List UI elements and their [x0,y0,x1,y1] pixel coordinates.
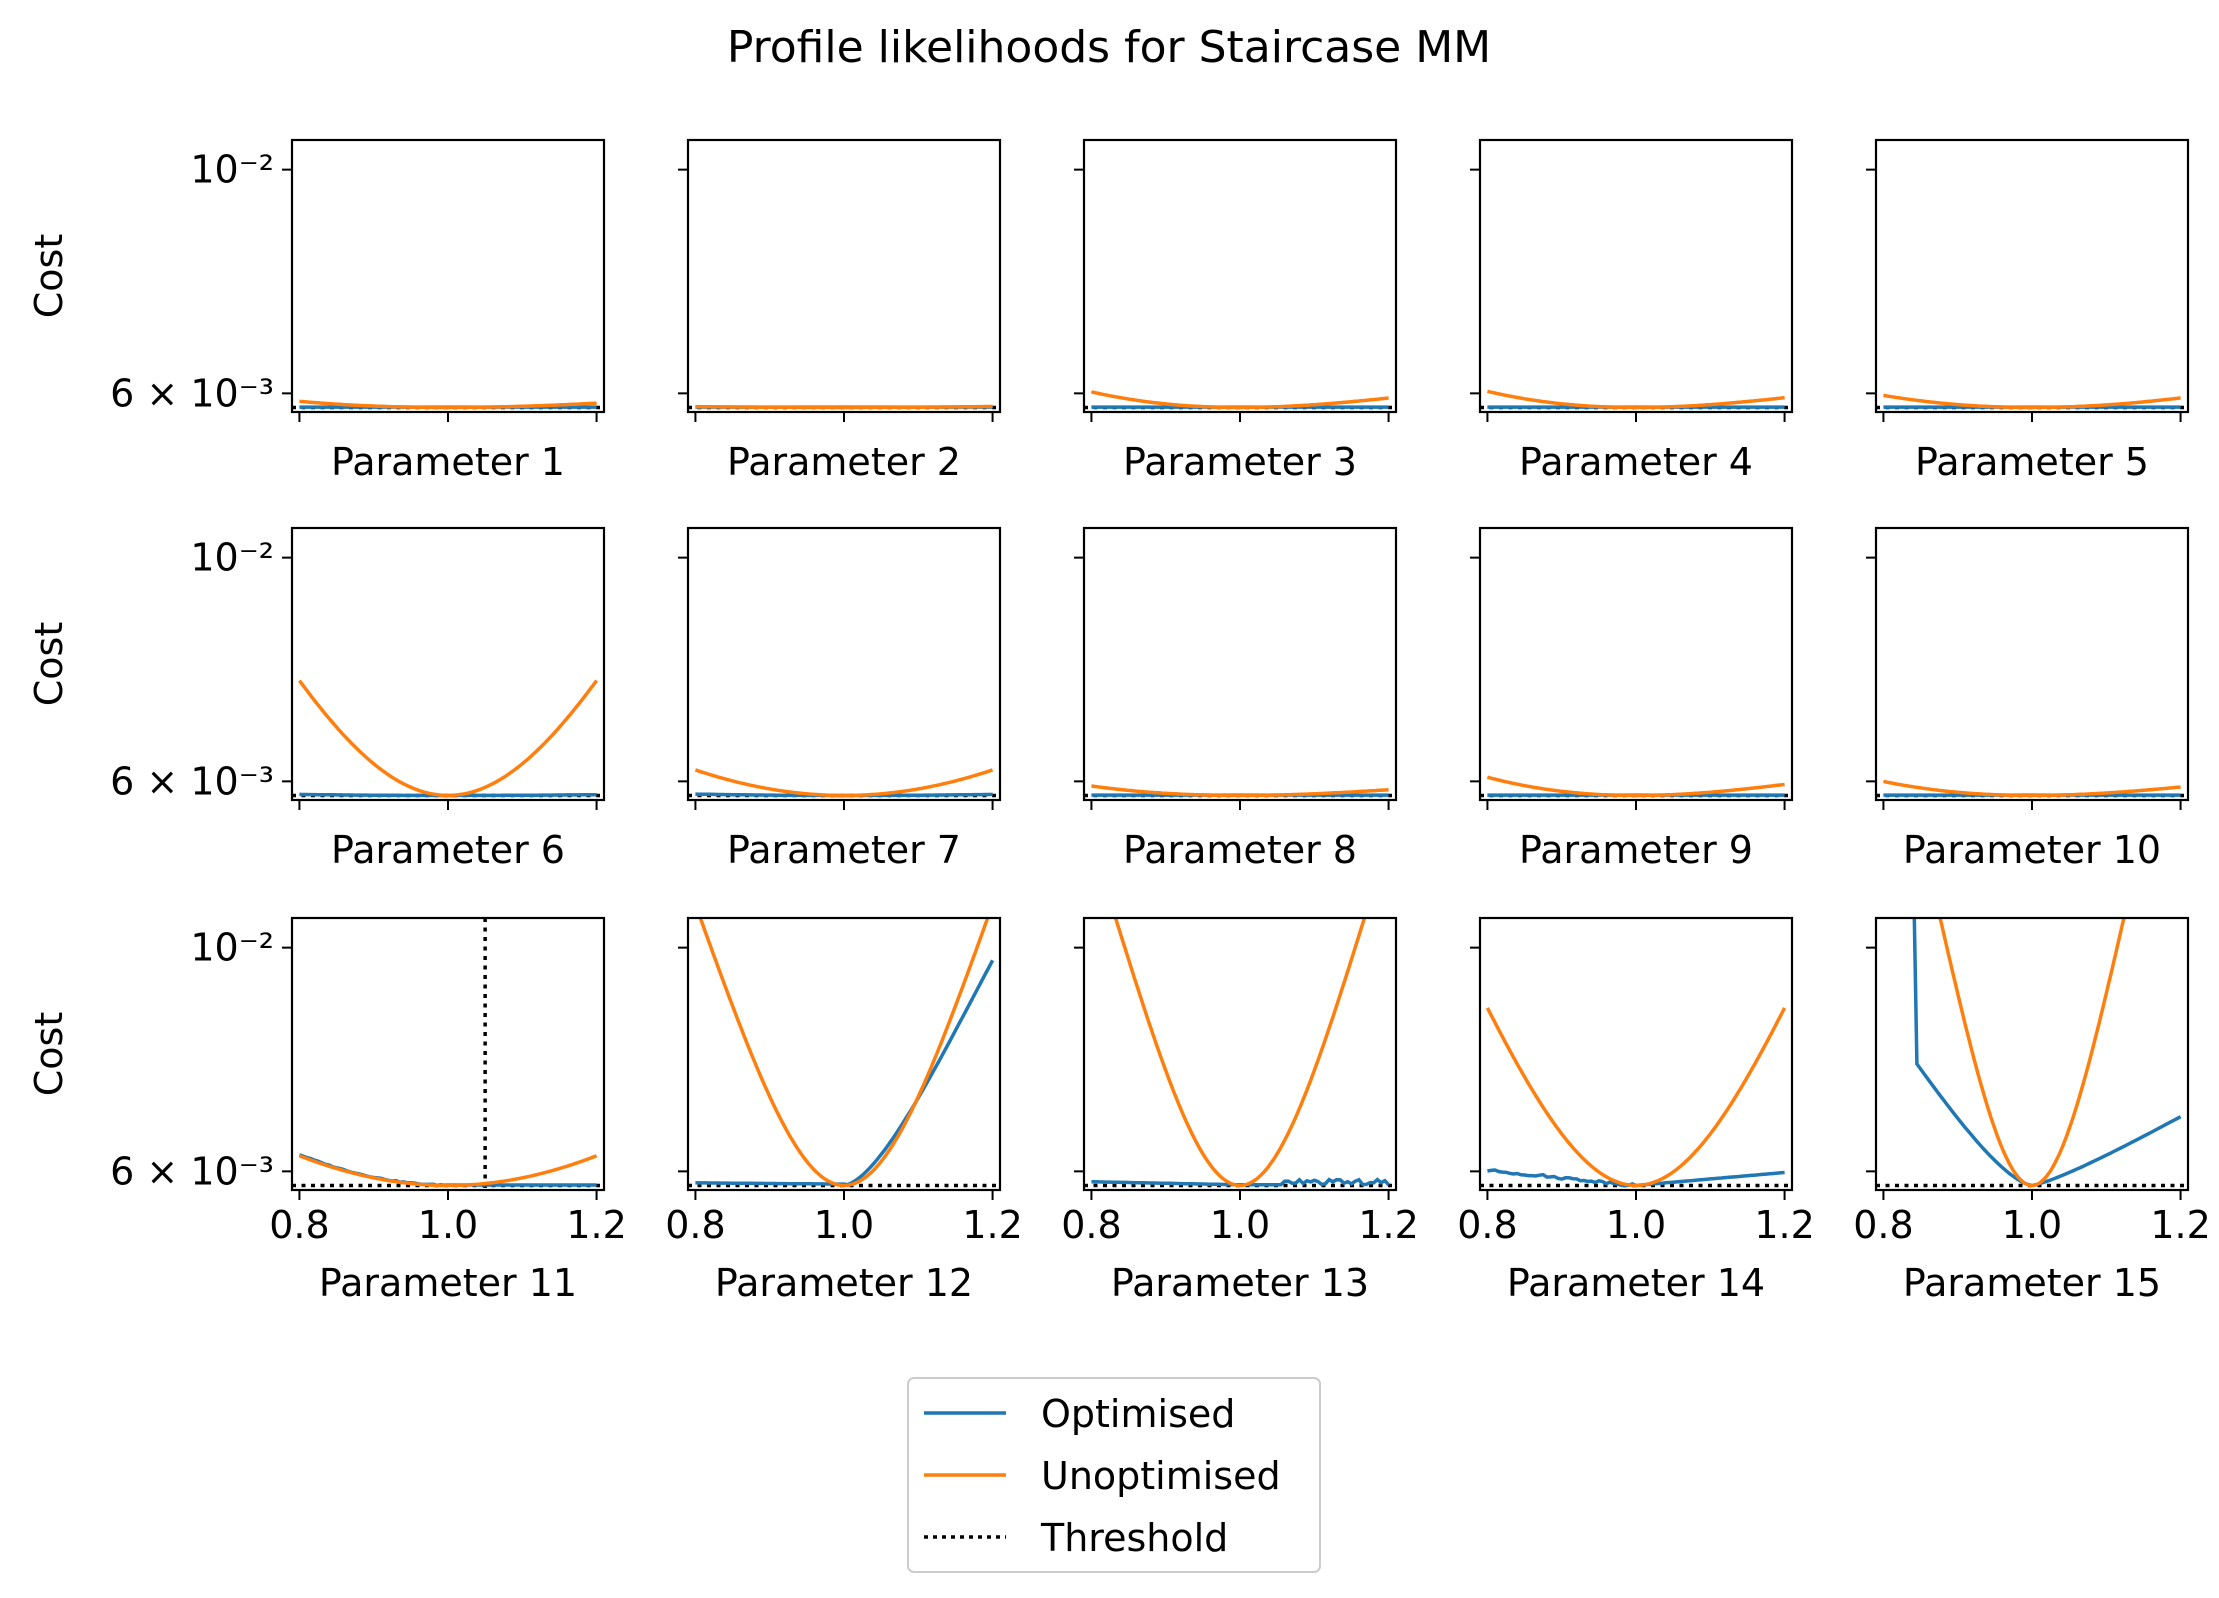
subplot-6-plot-area [292,679,604,798]
x-tick-label-11-0: 0.8 [269,1203,329,1247]
x-tick-label-14-1: 1.0 [1606,1203,1666,1247]
x-tick-label-11-1: 1.0 [418,1203,478,1247]
unoptimised-line-14 [1485,1007,1787,1188]
subplot-11-plot-area [292,918,604,1190]
x-tick-label-15-0: 0.8 [1853,1203,1913,1247]
subplot-9-plot-area [1480,775,1792,798]
y-tick-label-6-1: 10⁻² [190,536,274,580]
x-axis-label-12: Parameter 12 [715,1261,973,1305]
x-tick-label-13-2: 1.2 [1358,1203,1418,1247]
subplot-9: Parameter 9 [1470,526,1794,872]
unoptimised-line-4 [1486,389,1785,410]
subplot-3: Parameter 3 [1074,138,1398,484]
subplot-14-plot-area [1480,1007,1792,1188]
x-tick-label-13-1: 1.0 [1210,1203,1270,1247]
unoptimised-line-8 [1091,784,1389,798]
subplot-10: Parameter 10 [1866,526,2190,872]
subplot-15: 0.8 1.0 1.2 Parameter 15 [1853,916,2211,1305]
x-tick-label-14-2: 1.2 [1754,1203,1814,1247]
subplot-5: Parameter 5 [1866,138,2190,484]
y-axis-label-row-3: Cost [27,1012,71,1096]
unoptimised-line-7 [694,768,994,798]
unoptimised-line-15 [1938,918,2126,1188]
x-tick-label-15-1: 1.0 [2002,1203,2062,1247]
subplot-6: 6 × 10⁻³ 10⁻² Parameter 6 Cost [27,526,606,872]
x-axis-label-2: Parameter 2 [727,440,961,484]
subplot-14: 0.8 1.0 1.2 Parameter 14 [1457,916,1815,1305]
subplot-8-plot-area [1084,784,1396,798]
legend-threshold-label: Threshold [1040,1516,1228,1560]
x-axis-label-1: Parameter 1 [331,440,565,484]
unoptimised-line-5 [1883,393,2181,410]
x-tick-label-15-2: 1.2 [2150,1203,2210,1247]
x-tick-label-11-2: 1.2 [566,1203,626,1247]
y-tick-label-11-0: 6 × 10⁻³ [110,1149,274,1193]
subplot-11: 0.8 1.0 1.2 6 × 10⁻³ 10⁻² Parameter 11 Cost [27,916,627,1305]
subplot-1-plot-area [292,399,604,410]
x-axis-label-3: Parameter 3 [1123,440,1357,484]
subplot-13-plot-area [1084,918,1396,1188]
x-axis-label-9: Parameter 9 [1519,828,1753,872]
unoptimised-line-6 [297,679,599,798]
unoptimised-line-11 [298,1154,598,1188]
x-axis-label-15: Parameter 15 [1903,1261,2161,1305]
x-axis-label-7: Parameter 7 [727,828,961,872]
x-tick-label-12-0: 0.8 [665,1203,725,1247]
y-axis-label-row-1: Cost [27,234,71,318]
unoptimised-line-1 [299,399,597,410]
subplot-2-plot-area [688,404,1000,410]
unoptimised-line-12 [698,918,990,1188]
subplot-2: Parameter 2 [678,138,1002,484]
legend-frame [907,1377,1321,1573]
unoptimised-line-13 [1113,918,1367,1188]
unoptimised-line-3 [1091,390,1389,410]
subplot-12: 0.8 1.0 1.2 Parameter 12 [665,916,1023,1305]
legend-unoptimised-label: Unoptimised [1041,1454,1281,1498]
figure-title: Profile likelihoods for Staircase MM [727,22,1491,73]
y-tick-label-1-1: 10⁻² [190,148,274,192]
x-axis-label-6: Parameter 6 [331,828,565,872]
subplot-10-plot-area [1876,779,2188,798]
x-tick-label-12-1: 1.0 [814,1203,874,1247]
subplot-3-plot-area [1084,390,1396,410]
subplot-13: 0.8 1.0 1.2 Parameter 13 [1061,916,1419,1305]
subplot-1: 6 × 10⁻³ 10⁻² Parameter 1 Cost [27,138,606,484]
panel-grid: 6 × 10⁻³ 10⁻² Parameter 1 Cost Parameter 2 Pa… [27,138,2211,1305]
y-tick-label-11-1: 10⁻² [190,926,274,970]
subplot-7-plot-area [688,768,1000,798]
x-tick-label-12-2: 1.2 [962,1203,1022,1247]
x-tick-label-14-0: 0.8 [1457,1203,1517,1247]
x-axis-label-4: Parameter 4 [1519,440,1753,484]
unoptimised-line-9 [1486,775,1785,798]
subplot-4-plot-area [1480,389,1792,410]
unoptimised-line-2 [695,404,993,410]
subplot-15-plot-area [1876,918,2188,1188]
x-axis-label-11: Parameter 11 [319,1261,577,1305]
y-tick-label-1-0: 6 × 10⁻³ [110,371,274,415]
subplot-8: Parameter 8 [1074,526,1398,872]
subplot-7: Parameter 7 [678,526,1002,872]
legend: Optimised Unoptimised Threshold [907,1377,1321,1573]
x-tick-label-13-0: 0.8 [1061,1203,1121,1247]
x-axis-label-10: Parameter 10 [1903,828,2161,872]
y-axis-label-row-2: Cost [27,622,71,706]
subplot-5-plot-area [1876,393,2188,410]
x-axis-label-8: Parameter 8 [1123,828,1357,872]
x-axis-label-14: Parameter 14 [1507,1261,1765,1305]
legend-optimised-label: Optimised [1041,1392,1235,1436]
subplot-4: Parameter 4 [1470,138,1794,484]
x-axis-label-5: Parameter 5 [1915,440,2149,484]
subplot-12-plot-area [688,918,1000,1188]
x-axis-label-13: Parameter 13 [1111,1261,1369,1305]
unoptimised-line-10 [1883,779,2181,798]
y-tick-label-6-0: 6 × 10⁻³ [110,759,274,803]
